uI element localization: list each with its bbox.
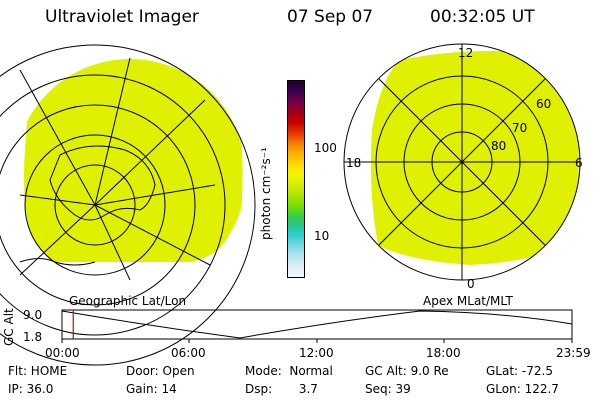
lat-circle — [0, 44, 256, 366]
lat-circle — [0, 74, 226, 336]
geographic-plot-area — [24, 59, 243, 262]
mlt-label-12: 12 — [458, 46, 474, 60]
flight-status: Flt: HOME — [8, 364, 68, 378]
lon-line — [19, 69, 96, 206]
altitude-xtick: 06:00 — [171, 346, 206, 360]
mlt-label-0: 0 — [467, 277, 475, 291]
lon-line — [94, 184, 216, 206]
lat-circle — [24, 134, 166, 276]
seq-status: Seq: 39 — [365, 382, 411, 396]
mlt-label-18: 18 — [346, 156, 362, 170]
colorbar-unit-label: photon cm⁻²s⁻¹ — [259, 147, 273, 240]
mlat-label-60: 60 — [536, 97, 552, 111]
altitude-ytick-1-8: 1.8 — [23, 330, 43, 344]
colorbar-tick-10: 10 — [314, 229, 330, 243]
lon-line — [94, 57, 131, 206]
geographic-grid — [0, 44, 256, 366]
antarctica-coastline — [49, 145, 156, 221]
glon-status: GLon: 122.7 — [486, 382, 559, 396]
glat-status: GLat: -72.5 — [486, 364, 553, 378]
lat-circle — [0, 104, 196, 306]
auroral-image-fill — [24, 59, 243, 262]
mlt-line — [378, 78, 546, 246]
coastline — [19, 258, 96, 266]
lon-line — [19, 194, 96, 206]
geographic-caption: Geographic Lat/Lon — [69, 294, 187, 308]
altitude-curve — [61, 310, 573, 339]
altitude-xtick: 23:59 — [556, 346, 591, 360]
lon-line — [19, 204, 96, 276]
lon-line — [94, 204, 211, 266]
altitude-ytick-9: 9.0 — [23, 308, 43, 322]
altitude-plot — [61, 309, 573, 343]
mlat-label-80: 80 — [491, 139, 507, 153]
magnetic-caption: Apex MLat/MLT — [423, 294, 513, 308]
colorbar-tick-100: 100 — [314, 141, 337, 155]
magnetic-plot-area — [370, 51, 579, 265]
mlt-label-6: 6 — [575, 156, 583, 170]
colorbar — [287, 80, 305, 278]
dsp-status: Dsp: 3.7 — [245, 382, 318, 396]
time-label: 00:32:05 UT — [430, 7, 535, 27]
gain-status: Gain: 14 — [126, 382, 177, 396]
mode-status: Mode: Normal — [245, 364, 333, 378]
auroral-image-fill-magnetic — [370, 51, 579, 265]
instrument-title: Ultraviolet Imager — [45, 7, 199, 27]
altitude-xtick: 12:00 — [299, 346, 334, 360]
mlat-label-70: 70 — [512, 121, 528, 135]
date-label: 07 Sep 07 — [287, 7, 374, 27]
gc-alt-status: GC Alt: 9.0 Re — [365, 364, 449, 378]
ip-status: IP: 36.0 — [8, 382, 54, 396]
altitude-xtick: 00:00 — [45, 346, 80, 360]
magnetic-grid — [343, 43, 581, 281]
altitude-xtick: 18:00 — [426, 346, 461, 360]
lat-circle — [54, 164, 136, 246]
lon-line — [94, 99, 206, 206]
altitude-ylabel: GC Alt — [2, 308, 16, 346]
door-status: Door: Open — [126, 364, 195, 378]
